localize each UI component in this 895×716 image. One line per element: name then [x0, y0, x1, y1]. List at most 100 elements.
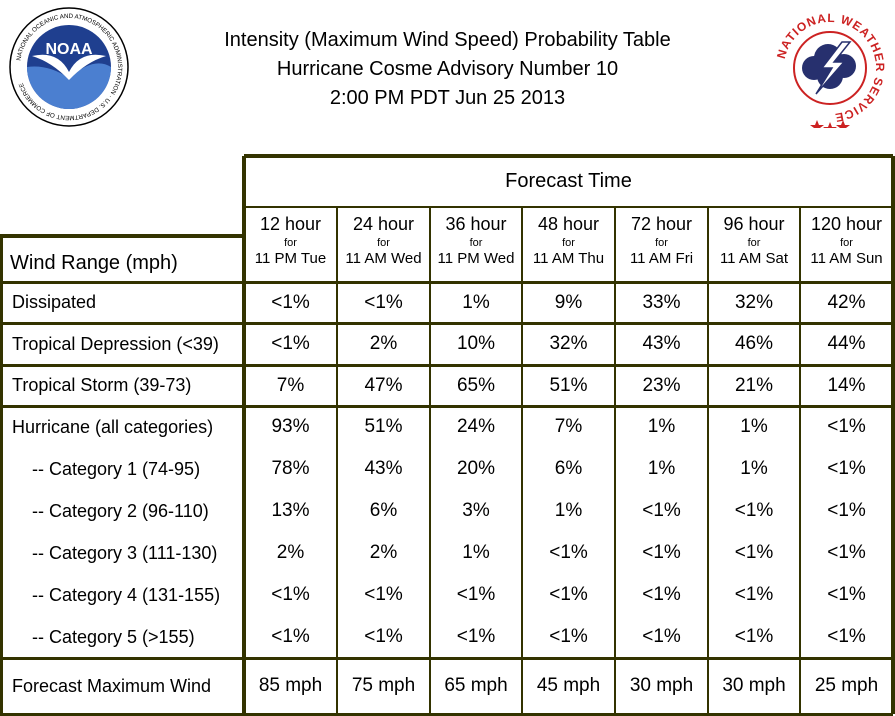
table-cell: 21% [734, 374, 774, 396]
table-cell: 1% [647, 458, 676, 479]
table-cell: 2% [276, 542, 305, 563]
grid-line-horizontal [0, 713, 893, 716]
grid-line-horizontal [0, 405, 893, 408]
table-cell: 85 mph [258, 675, 323, 696]
table-cell: 1% [647, 416, 676, 437]
column-for: for [562, 237, 575, 249]
table-cell: 65% [456, 374, 496, 396]
grid-line-vertical [707, 207, 709, 714]
table-cell: <1% [734, 542, 774, 563]
column-hour: 72 hour [630, 214, 693, 234]
table-cell: 42% [827, 291, 866, 313]
column-hour: 96 hour [723, 214, 785, 234]
star-icon [836, 120, 850, 128]
table-cell: <1% [364, 626, 403, 647]
column-for: for [747, 237, 761, 249]
table-cell: <1% [271, 626, 310, 647]
table-cell: 51% [364, 416, 403, 437]
table-cell: <1% [734, 584, 774, 605]
title-line-2: Hurricane Cosme Advisory Number 10 [276, 58, 619, 80]
table-cell: 30 mph [722, 675, 786, 696]
grid-line-vertical [242, 156, 246, 714]
table-cell: <1% [456, 584, 496, 605]
table-cell: <1% [734, 500, 774, 521]
column-hour: 12 hour [259, 214, 322, 234]
grid-line-vertical [336, 207, 338, 714]
column-for: for [655, 237, 668, 249]
table-cell: 20% [456, 458, 496, 479]
table-cell: 30 mph [629, 675, 694, 696]
wind-range-header: Wind Range (mph) [10, 251, 178, 274]
grid-line-horizontal [0, 322, 893, 325]
page-header: Intensity (Maximum Wind Speed) Probabili… [0, 0, 895, 150]
table-cell: 51% [549, 374, 588, 396]
column-header: 12 hour for 11 PM Tue [244, 207, 337, 282]
column-time: 11 AM Sun [810, 250, 883, 267]
table-cell: 1% [462, 291, 490, 313]
table-cell: 44% [827, 333, 866, 354]
table-cell: <1% [642, 500, 681, 521]
table-cell: 1% [462, 542, 490, 563]
title-line-1: Intensity (Maximum Wind Speed) Probabili… [224, 29, 671, 51]
column-header: 120 hour for 11 AM Sun [800, 207, 893, 282]
grid-line-horizontal [0, 234, 246, 238]
row-label: -- Category 2 (96-110) [32, 500, 209, 521]
table-cell: 78% [271, 458, 310, 479]
row-label: -- Category 5 (>155) [32, 626, 195, 647]
star-icon [823, 122, 837, 128]
row-label: Tropical Storm (39-73) [12, 375, 192, 395]
table-cell: 3% [462, 500, 490, 521]
column-header: 72 hour for 11 AM Fri [615, 207, 708, 282]
table-cell: 6% [554, 458, 583, 479]
column-time: 11 PM Wed [437, 250, 515, 267]
table-cell: <1% [549, 542, 588, 563]
column-for: for [469, 237, 483, 249]
column-for: for [377, 237, 390, 249]
column-for: for [840, 237, 853, 249]
grid-line-vertical [521, 207, 523, 714]
table-cell: 1% [740, 458, 768, 479]
row-label: -- Category 1 (74-95) [32, 458, 201, 479]
table-cell: <1% [827, 584, 866, 605]
table-cell: 43% [642, 333, 681, 354]
table-cell: 7% [554, 416, 583, 437]
table-cell: 14% [827, 374, 866, 396]
grid-line-vertical [891, 156, 895, 714]
row-label: Forecast Maximum Wind [12, 675, 212, 696]
table-cell: 23% [642, 374, 681, 396]
table-cell: 32% [549, 333, 588, 354]
column-time: 11 AM Wed [345, 250, 422, 267]
table-cell: <1% [364, 291, 403, 313]
table-cell: <1% [827, 416, 866, 437]
row-label: -- Category 4 (131-155) [32, 584, 221, 605]
table-cell: 33% [642, 291, 681, 313]
grid-line-horizontal [0, 281, 893, 284]
nws-logo: NATIONAL WEATHER SERVICE [772, 10, 888, 128]
table-cell: 1% [554, 500, 583, 521]
table-cell: 32% [734, 291, 774, 313]
column-time: 11 PM Tue [254, 250, 327, 267]
table-cell: <1% [456, 626, 496, 647]
title-line-3: 2:00 PM PDT Jun 25 2013 [329, 87, 566, 109]
column-time: 11 AM Fri [629, 250, 694, 267]
grid-line-horizontal [244, 154, 893, 158]
table-cell: 7% [276, 374, 305, 396]
column-hour: 120 hour [810, 214, 883, 234]
grid-line-vertical [0, 236, 3, 714]
row-label: Tropical Depression (<39) [12, 333, 219, 354]
grid-line-horizontal [244, 206, 893, 208]
table-cell: 2% [369, 333, 398, 354]
table-cell: <1% [642, 626, 681, 647]
column-time: 11 AM Thu [532, 250, 605, 267]
column-header: 96 hour for 11 AM Sat [708, 207, 800, 282]
row-label: Dissipated [12, 292, 97, 312]
table-cell: <1% [271, 291, 310, 313]
column-time: 11 AM Sat [719, 250, 789, 267]
table-cell: 93% [271, 416, 310, 437]
grid-line-vertical [429, 207, 431, 714]
column-for: for [284, 237, 297, 249]
table-cell: 24% [456, 416, 496, 437]
table-cell: 47% [364, 374, 403, 396]
table-cell: 45 mph [536, 675, 601, 696]
